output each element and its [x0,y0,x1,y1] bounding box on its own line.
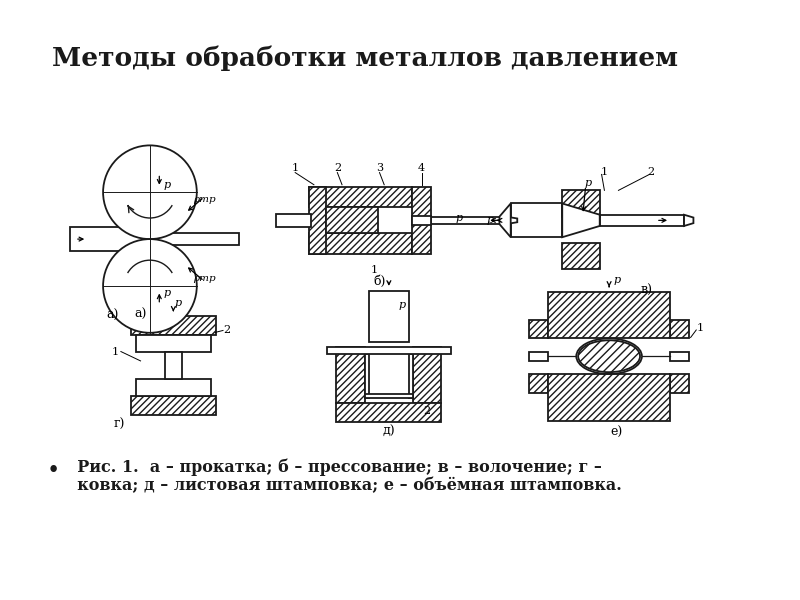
Polygon shape [684,215,694,226]
Bar [431,217,506,224]
Bar [409,355,414,398]
Text: p: p [163,180,170,190]
Text: ковка; д – листовая штамповка; е – объёмная штамповка.: ковка; д – листовая штамповка; е – объём… [66,477,622,494]
Text: 1: 1 [601,167,608,176]
Bar [310,233,412,254]
Bar [414,347,442,403]
Polygon shape [499,203,510,237]
Bar [412,215,431,225]
Text: 2: 2 [648,167,655,176]
Text: p: p [455,212,462,223]
Bar [562,243,600,269]
Bar [70,227,148,251]
Ellipse shape [578,340,640,372]
Bar [365,394,414,398]
Text: 3: 3 [376,163,383,173]
Bar [277,214,311,227]
Bar [326,207,378,233]
Circle shape [103,145,197,239]
Bar [548,292,670,338]
Text: б): б) [374,275,386,288]
Polygon shape [506,217,518,224]
Bar [131,396,215,415]
Text: Методы обработки металлов давлением: Методы обработки металлов давлением [51,45,678,71]
Text: 1: 1 [370,265,378,275]
Text: 4: 4 [418,163,426,173]
Polygon shape [562,203,600,237]
Bar [530,374,548,393]
Text: 2: 2 [424,406,431,416]
Text: ρтр: ρтр [193,195,215,204]
Bar [670,352,689,361]
Text: 1: 1 [292,163,298,173]
Bar [600,215,684,226]
Text: Рис. 1.  а – прокатка; б – прессование; в – волочение; г –: Рис. 1. а – прокатка; б – прессование; в… [66,458,602,476]
Text: а): а) [106,310,118,322]
Bar [670,320,689,338]
Text: p: p [174,298,182,308]
Bar [510,203,562,237]
Bar [131,316,215,335]
Bar [152,233,239,245]
Text: p: p [398,299,406,310]
Text: 1: 1 [697,323,703,333]
Text: 2: 2 [334,163,341,173]
Bar [548,374,670,421]
Bar [530,352,548,361]
Bar [670,374,689,393]
Text: д): д) [382,425,395,437]
Bar [365,355,370,398]
Bar [310,187,326,254]
Text: а): а) [134,308,146,321]
Text: p: p [613,275,620,286]
Text: ρтр: ρтр [193,274,215,283]
Bar [412,187,431,254]
Text: в): в) [641,284,653,297]
Text: •: • [47,460,60,482]
Text: г): г) [114,418,125,431]
Text: 1: 1 [112,347,119,356]
Text: p: p [585,178,592,188]
Text: е): е) [610,425,622,439]
Bar [310,187,412,207]
Bar [165,352,182,379]
Bar [136,379,211,396]
Bar [530,320,548,338]
Bar [370,290,409,342]
Bar [327,347,450,355]
Bar [562,190,600,217]
Bar [337,347,365,403]
Text: 2: 2 [223,325,230,335]
Text: p: p [486,215,494,226]
Bar [136,335,211,352]
Text: p: p [163,289,170,298]
Bar [337,403,442,422]
Circle shape [103,239,197,333]
